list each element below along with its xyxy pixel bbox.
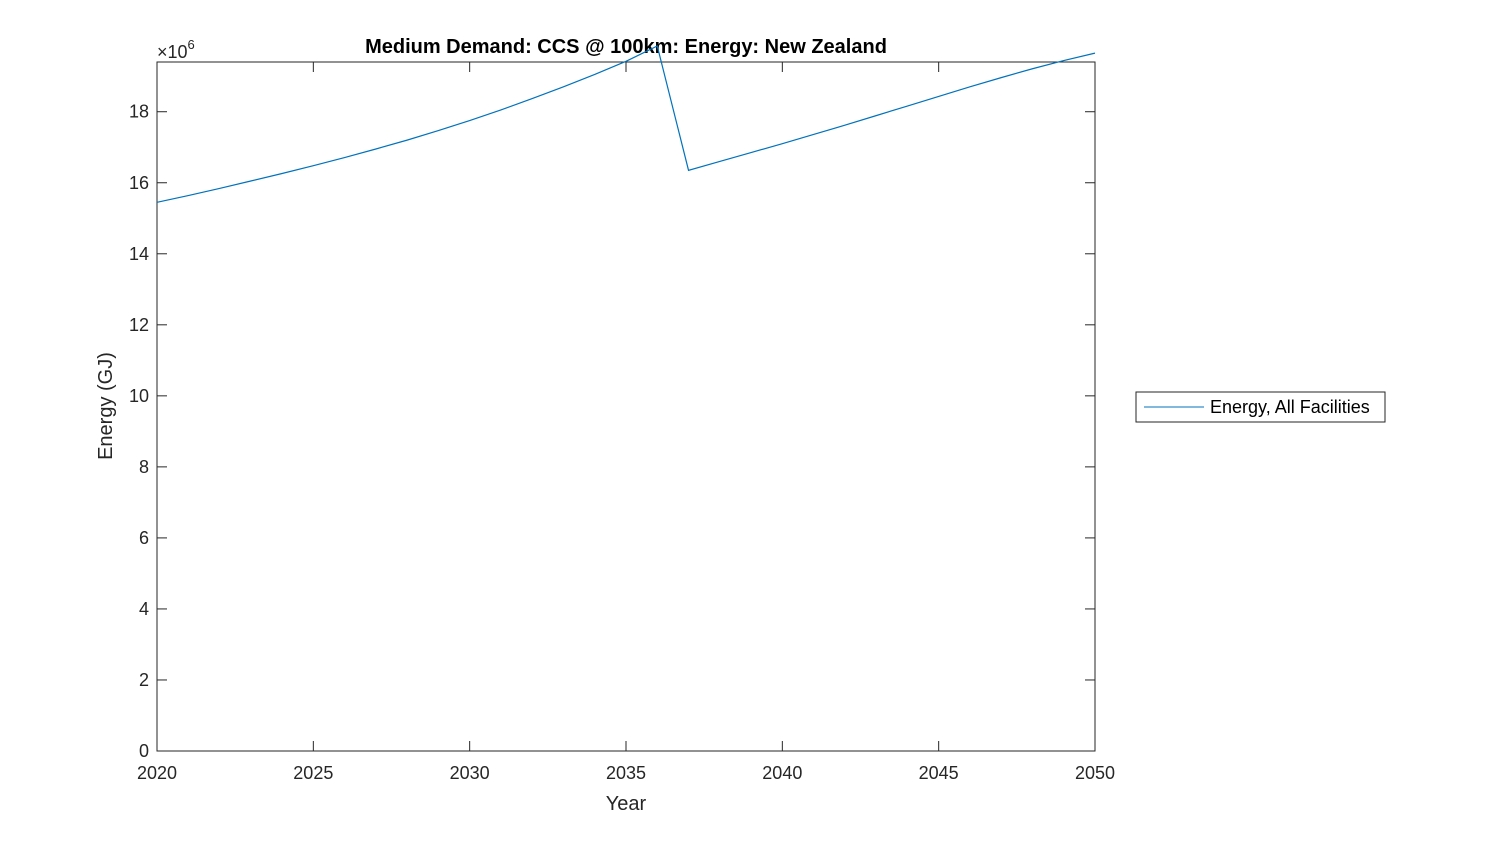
x-tick-label: 2025 (293, 763, 333, 783)
x-axis: 2020 2025 2030 2035 2040 2045 2050 (137, 62, 1115, 783)
x-axis-label: Year (606, 793, 647, 815)
y-axis-exponent-power: 6 (188, 37, 195, 52)
y-tick-label: 14 (129, 244, 149, 264)
y-tick-label: 8 (139, 457, 149, 477)
svg-text:×106: ×106 (157, 37, 195, 62)
y-axis: 0 2 4 6 8 10 12 14 16 18 (129, 102, 1095, 761)
series-line (156, 45, 1096, 203)
y-tick-label: 2 (139, 670, 149, 690)
legend-entry-label: Energy, All Facilities (1210, 397, 1370, 417)
y-tick-label: 0 (139, 741, 149, 761)
y-tick-label: 18 (129, 102, 149, 122)
y-tick-label: 6 (139, 528, 149, 548)
y-tick-label: 10 (129, 386, 149, 406)
y-axis-exponent-base: ×10 (157, 42, 188, 62)
y-axis-exponent: ×106 (157, 37, 195, 62)
x-tick-label: 2020 (137, 763, 177, 783)
series-layer (156, 45, 1096, 203)
x-tick-label: 2045 (919, 763, 959, 783)
chart-title: Medium Demand: CCS @ 100km: Energy: New … (365, 36, 887, 58)
legend[interactable]: Energy, All Facilities (1135, 391, 1386, 423)
x-tick-label: 2030 (450, 763, 490, 783)
y-axis-label: Energy (GJ) (95, 352, 117, 460)
x-tick-label: 2040 (762, 763, 802, 783)
x-tick-label: 2050 (1075, 763, 1115, 783)
y-tick-label: 4 (139, 599, 149, 619)
y-tick-label: 12 (129, 315, 149, 335)
x-tick-label: 2035 (606, 763, 646, 783)
y-tick-label: 16 (129, 173, 149, 193)
plot-area (156, 61, 1096, 752)
